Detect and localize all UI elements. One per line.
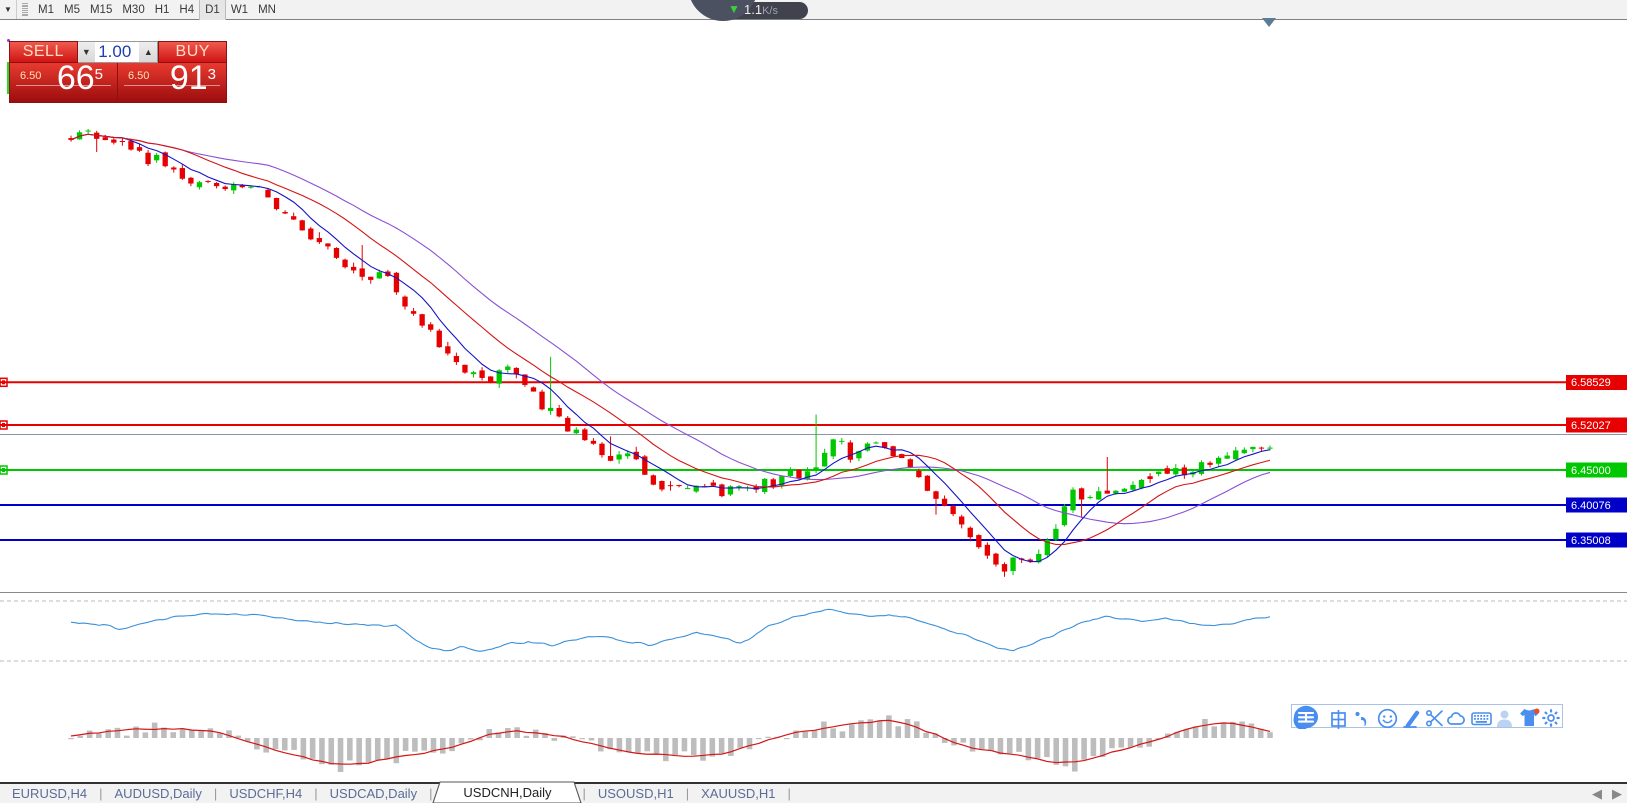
svg-text:6.40076: 6.40076	[1571, 500, 1611, 512]
svg-text:6.45000: 6.45000	[1571, 465, 1611, 477]
svg-text:6.52027: 6.52027	[1571, 420, 1611, 432]
svg-text:6.35008: 6.35008	[1571, 535, 1611, 547]
svg-text:6.58529: 6.58529	[1571, 377, 1611, 389]
